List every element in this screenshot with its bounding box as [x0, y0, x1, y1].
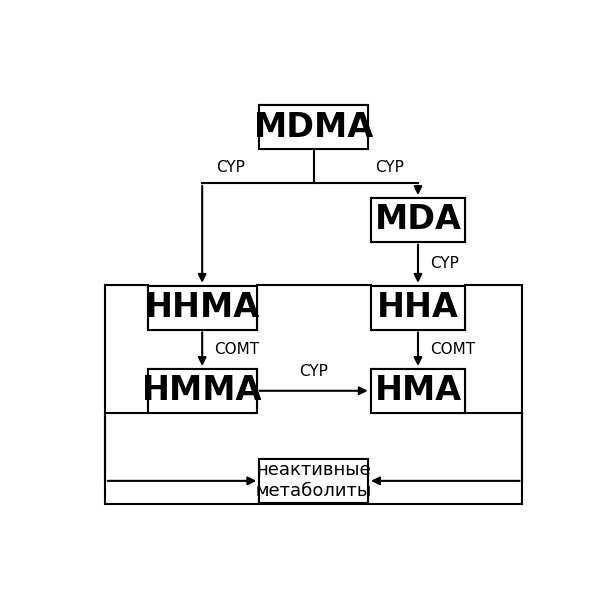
Bar: [147, 369, 257, 413]
Text: HMMA: HMMA: [142, 374, 263, 407]
Text: CYP: CYP: [299, 364, 328, 379]
Bar: [147, 369, 257, 413]
Text: HHA: HHA: [377, 291, 459, 324]
Text: MDA: MDA: [375, 203, 461, 236]
Text: HHMA: HHMA: [144, 291, 259, 324]
Text: COMT: COMT: [430, 342, 475, 356]
Text: CYP: CYP: [430, 256, 459, 271]
Text: COMT: COMT: [214, 342, 259, 356]
Bar: [259, 106, 368, 149]
Bar: [371, 198, 466, 242]
Bar: [371, 198, 466, 242]
Bar: [371, 286, 466, 329]
Bar: [371, 369, 466, 413]
Text: HHA: HHA: [377, 291, 459, 324]
Text: HMA: HMA: [375, 374, 461, 407]
Bar: [147, 286, 257, 329]
Text: MDMA: MDMA: [253, 111, 374, 144]
Text: MDA: MDA: [375, 203, 461, 236]
Bar: [147, 286, 257, 329]
Text: неактивные
метаболиты: неактивные метаболиты: [256, 461, 371, 500]
Text: MDMA: MDMA: [253, 111, 374, 144]
Text: неактивные
метаболиты: неактивные метаболиты: [256, 461, 371, 500]
Text: CYP: CYP: [217, 160, 245, 175]
Bar: [259, 459, 368, 503]
Bar: [259, 106, 368, 149]
Text: HMMA: HMMA: [142, 374, 263, 407]
Text: HMA: HMA: [375, 374, 461, 407]
Bar: [371, 369, 466, 413]
Text: CYP: CYP: [375, 160, 404, 175]
Bar: [371, 286, 466, 329]
Bar: [259, 459, 368, 503]
Text: HHMA: HHMA: [144, 291, 259, 324]
